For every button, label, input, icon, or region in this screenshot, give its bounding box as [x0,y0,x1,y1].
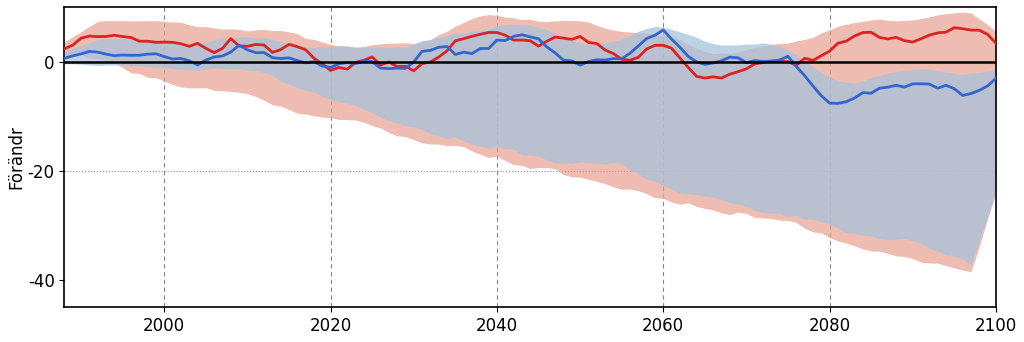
Y-axis label: Förändr: Förändr [7,125,25,189]
